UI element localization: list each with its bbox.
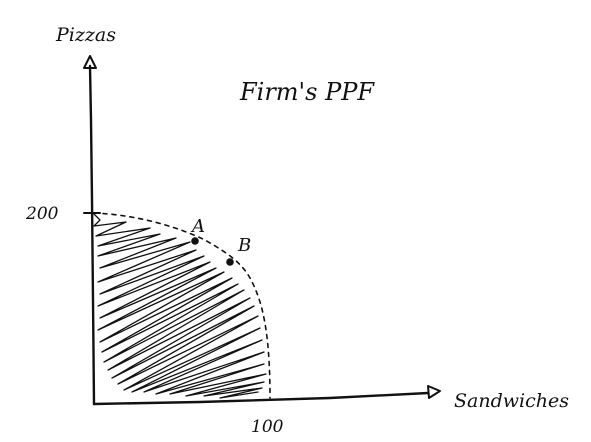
- point-a-label: A: [190, 216, 205, 237]
- diagram-title: Firm's PPF: [239, 78, 375, 106]
- x-axis-label: Sandwiches: [454, 390, 569, 412]
- y-axis: [84, 56, 96, 404]
- point-a: A: [190, 216, 205, 245]
- x-intercept-label: 100: [251, 417, 284, 437]
- x-axis: [94, 386, 440, 404]
- point-b: B: [226, 235, 251, 266]
- point-b-label: B: [237, 235, 251, 256]
- y-intercept-label: 200: [25, 204, 59, 224]
- y-axis-label: Pizzas: [55, 24, 116, 46]
